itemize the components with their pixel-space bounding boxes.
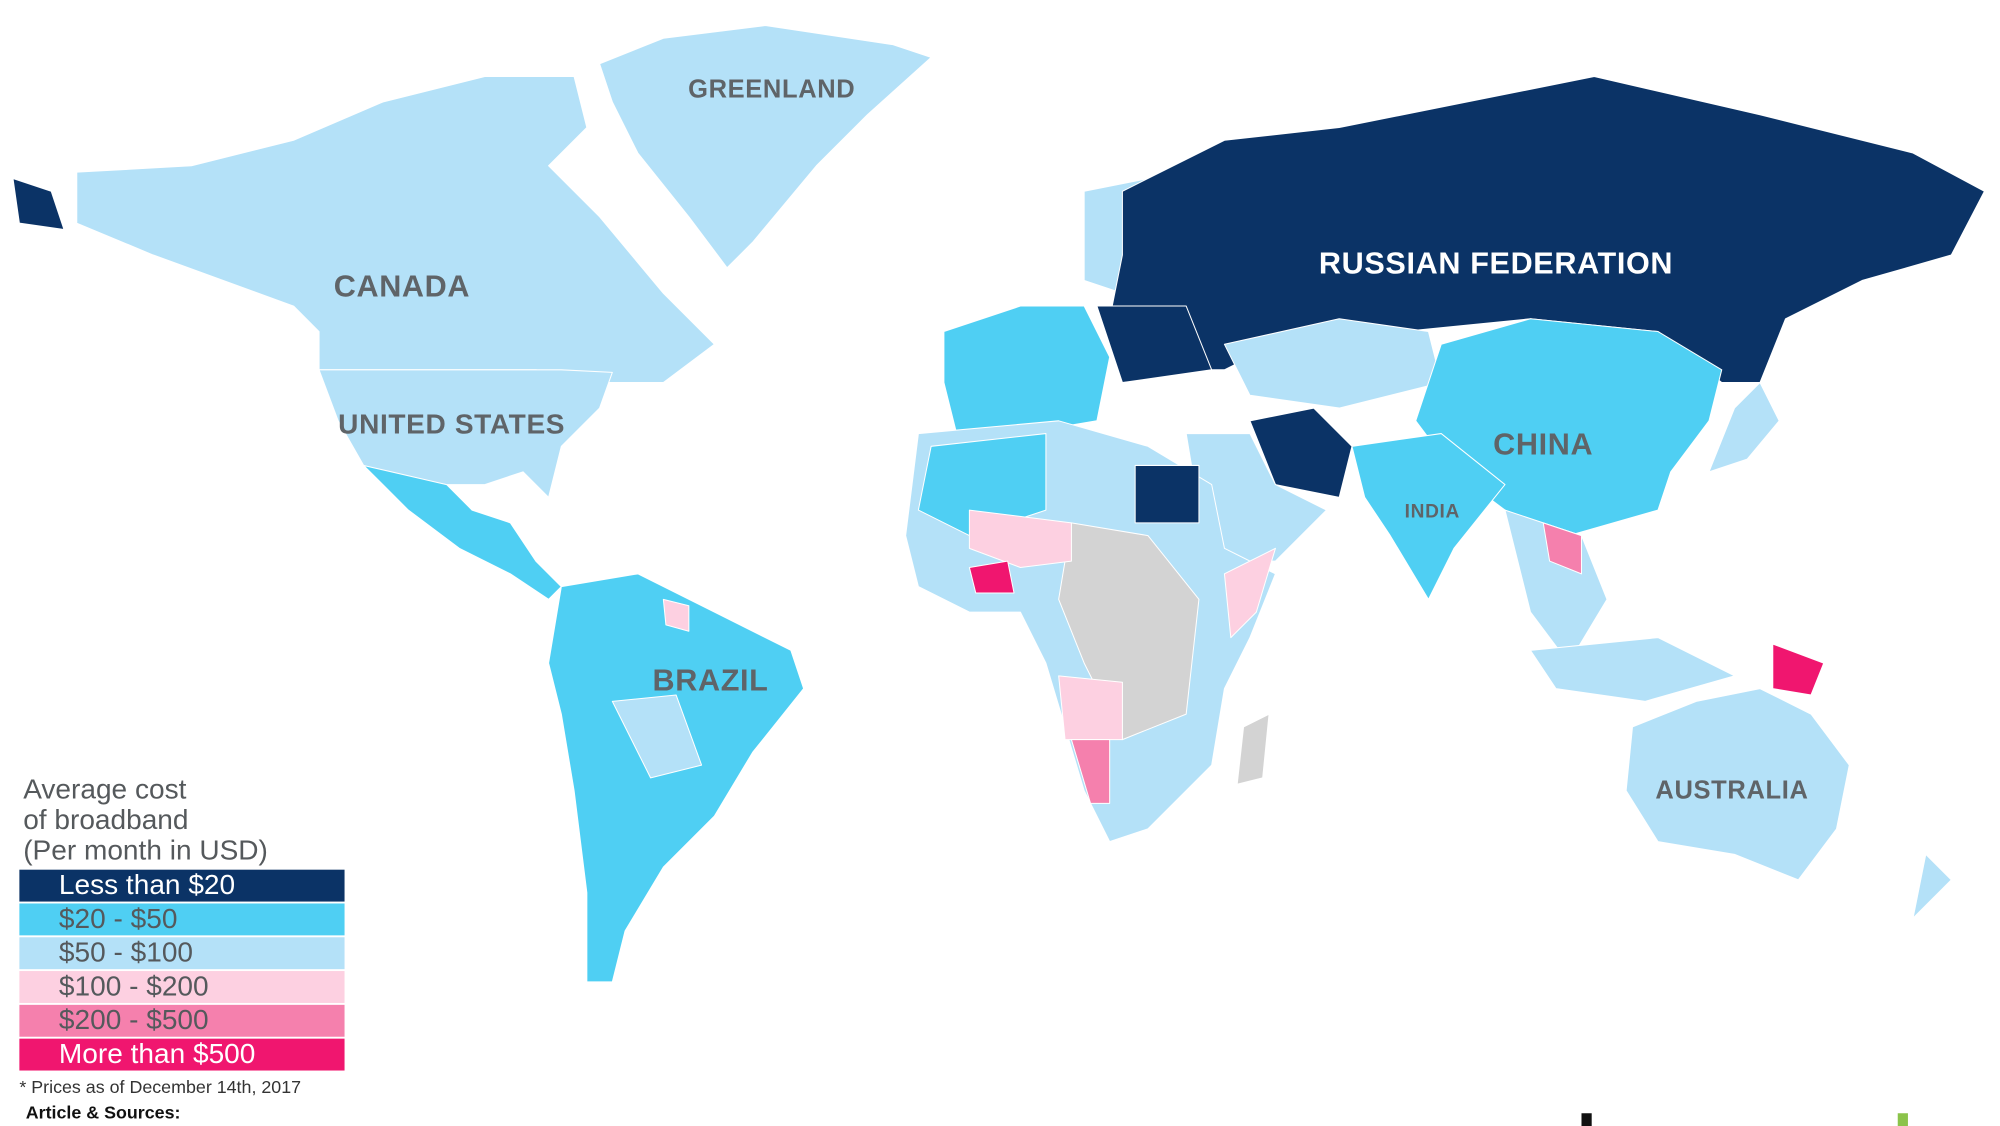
legend-label: More than $500 [59,1038,255,1069]
country [1625,688,1850,881]
legend: Average cost of broadband (Per month in … [19,773,345,1071]
country-label: GREENLAND [688,75,855,103]
country [1772,643,1825,696]
country [12,178,65,231]
legend-swatch [19,1038,345,1071]
sources: Article & Sources: [26,1102,181,1122]
country [1249,407,1353,498]
country [662,598,690,632]
country-label: BRAZIL [653,663,769,697]
country [943,305,1111,435]
country [76,76,715,384]
country [1223,547,1276,639]
country-label: CANADA [334,269,470,303]
legend-title: Average cost [23,773,186,804]
country [599,24,932,269]
country [548,573,805,983]
country [1058,522,1200,741]
logo-mark [1581,1113,1592,1126]
legend-swatch [19,903,345,936]
legend-label: $50 - $100 [59,937,193,968]
country [1134,464,1200,524]
country-label: UNITED STATES [338,408,565,439]
countries [12,24,1985,983]
country [1070,739,1111,804]
country [968,560,1015,594]
legend-label: Less than $20 [59,869,235,900]
legend-swatch [19,937,345,970]
country [1529,637,1736,702]
legend-label: $20 - $50 [59,903,178,934]
country [363,464,562,600]
country-label: INDIA [1405,502,1460,523]
country [1058,675,1123,741]
country [1236,713,1270,785]
legend-label: $200 - $500 [59,1004,209,1035]
country [968,509,1072,568]
legend-title: of broadband [23,804,188,835]
legend-swatch [19,1004,345,1037]
footnote: * Prices as of December 14th, 2017 [19,1077,301,1097]
country [1096,305,1213,384]
legend-swatch [19,869,345,902]
country [1912,853,1952,919]
legend-title: (Per month in USD) [23,834,268,865]
country-label: RUSSIAN FEDERATION [1319,246,1673,280]
country-label: CHINA [1493,427,1593,461]
logo-mark [1897,1113,1908,1126]
legend-swatch [19,971,345,1003]
country [1351,433,1506,600]
country [611,694,703,779]
legend-label: $100 - $200 [59,970,209,1001]
country [1708,382,1780,473]
country-label: AUSTRALIA [1655,777,1808,805]
country [1542,522,1583,575]
